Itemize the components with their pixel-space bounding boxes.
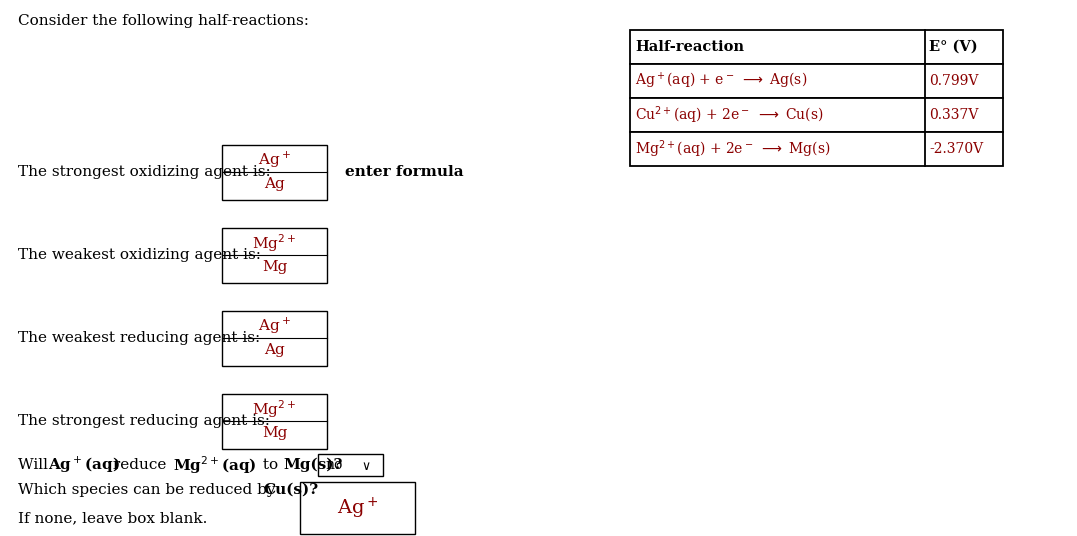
Text: Mg(s)?: Mg(s)? [283,458,342,472]
Text: Will: Will [18,458,53,472]
Text: Mg$^{2+}$(aq): Mg$^{2+}$(aq) [173,454,256,476]
Text: Half-reaction: Half-reaction [635,40,744,54]
Text: Cu$^{2+}$(aq) + 2e$^-$ $\longrightarrow$ Cu(s): Cu$^{2+}$(aq) + 2e$^-$ $\longrightarrow$… [635,104,824,126]
Text: Ag: Ag [264,177,285,191]
Text: The strongest oxidizing agent is:: The strongest oxidizing agent is: [18,165,270,179]
Bar [630,30,1003,64]
Text: Mg$^{2+}$: Mg$^{2+}$ [252,398,296,420]
Text: Mg: Mg [262,426,288,440]
Text: Cu(s)?: Cu(s)? [263,483,318,497]
Text: ∨: ∨ [361,459,370,473]
Bar [222,310,327,366]
Text: Ag: Ag [264,343,285,357]
Bar [222,227,327,282]
Text: The strongest reducing agent is:: The strongest reducing agent is: [18,414,270,428]
Text: no: no [325,458,342,472]
Text: Ag$^+$: Ag$^+$ [258,150,291,170]
Text: Ag$^+$: Ag$^+$ [258,316,291,336]
Text: Ag$^+$(aq) + e$^-$ $\longrightarrow$ Ag(s): Ag$^+$(aq) + e$^-$ $\longrightarrow$ Ag(… [635,71,808,91]
Text: Mg$^{2+}$(aq) + 2e$^-$ $\longrightarrow$ Mg(s): Mg$^{2+}$(aq) + 2e$^-$ $\longrightarrow$… [635,138,830,160]
Text: E° (V): E° (V) [929,40,978,54]
Bar [630,98,1003,132]
Text: Which species can be reduced by: Which species can be reduced by [18,483,280,497]
Text: 0.799V: 0.799V [929,74,978,88]
Text: enter formula: enter formula [345,165,463,179]
Text: reduce: reduce [108,458,171,472]
Bar [300,482,415,534]
Bar [222,393,327,449]
Text: If none, leave box blank.: If none, leave box blank. [18,511,208,525]
Bar [630,132,1003,166]
Text: The weakest oxidizing agent is:: The weakest oxidizing agent is: [18,248,261,262]
Text: to: to [258,458,283,472]
Text: The weakest reducing agent is:: The weakest reducing agent is: [18,331,261,345]
Text: 0.337V: 0.337V [929,108,978,122]
Text: -2.370V: -2.370V [929,142,983,156]
Bar [222,145,327,199]
Text: Ag$^+$(aq): Ag$^+$(aq) [48,455,120,475]
Text: Consider the following half-reactions:: Consider the following half-reactions: [18,14,309,28]
Bar [318,454,383,476]
Text: Mg$^{2+}$: Mg$^{2+}$ [252,232,296,254]
Text: Mg: Mg [262,260,288,274]
Bar [630,64,1003,98]
Text: Ag$^+$: Ag$^+$ [337,495,378,520]
